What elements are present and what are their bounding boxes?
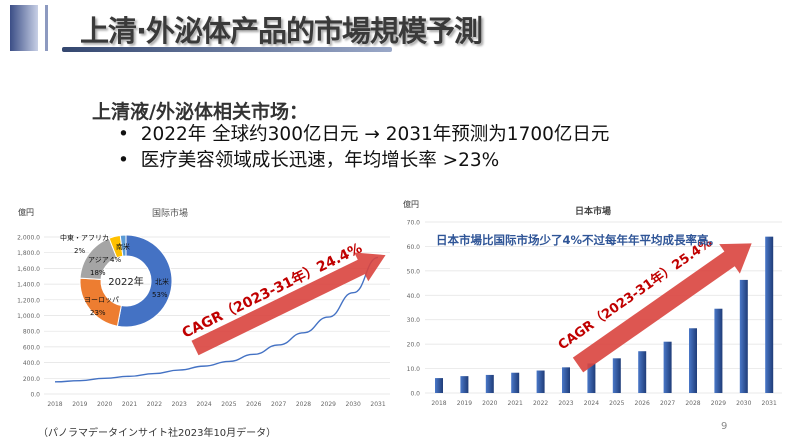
y-tick-label: 400.0 xyxy=(23,360,40,367)
source-note: （パノラマデータインサイト社2023年10月データ） xyxy=(38,428,277,439)
slice-label: ヨーロッパ xyxy=(84,296,119,304)
bar xyxy=(663,341,672,393)
x-tick-label: 2021 xyxy=(508,400,523,407)
series-line xyxy=(54,256,379,383)
y-tick-label: 1,200.0 xyxy=(17,297,40,304)
section-subtitle: 上清液/外泌体相关市场： xyxy=(92,101,308,123)
x-tick-label: 2020 xyxy=(482,400,497,407)
donut-slice xyxy=(119,234,127,257)
donut-center-label: 2022年 xyxy=(108,275,143,288)
chart-title: 国际市場 xyxy=(152,207,188,219)
y-tick-label: 600.0 xyxy=(23,344,40,351)
y-axis-label: 億円 xyxy=(18,207,34,217)
y-tick-label: 60.0 xyxy=(407,244,421,251)
y-axis-label: 億円 xyxy=(403,199,419,209)
slice-label: 南米 xyxy=(116,242,130,251)
arrow-shape xyxy=(191,252,386,356)
title-decoration xyxy=(10,5,38,51)
bar xyxy=(638,351,647,393)
x-tick-label: 2026 xyxy=(635,400,650,407)
x-tick-label: 2025 xyxy=(609,400,624,407)
bullet-1: • 2022年 全球约300亿日元 → 2031年预测为1700亿日元 xyxy=(118,124,610,145)
x-tick-label: 2025 xyxy=(221,401,236,408)
y-tick-label: 30.0 xyxy=(407,317,421,324)
slice-percent: 18% xyxy=(90,269,106,277)
chart-title: 日本市場 xyxy=(575,205,611,217)
bar xyxy=(562,367,570,393)
arrow-shape xyxy=(572,243,752,373)
y-tick-label: 200.0 xyxy=(23,376,40,383)
slice-percent: 2% xyxy=(74,247,85,255)
x-tick-label: 2019 xyxy=(457,400,472,407)
y-tick-label: 50.0 xyxy=(407,268,421,275)
y-tick-label: 10.0 xyxy=(407,366,421,373)
x-tick-label: 2029 xyxy=(711,400,726,407)
y-tick-label: 800.0 xyxy=(23,329,40,336)
x-tick-label: 2030 xyxy=(736,400,751,407)
slice-percent: 4% xyxy=(110,256,121,264)
bullet-1-text: 2022年 全球约300亿日元 → 2031年预测为1700亿日元 xyxy=(140,124,610,145)
slice-percent: 53% xyxy=(152,291,168,299)
x-tick-label: 2030 xyxy=(346,401,361,408)
bar xyxy=(536,370,545,393)
cagr-arrow xyxy=(191,252,386,356)
x-tick-label: 2022 xyxy=(147,401,162,408)
slide-title: 上清·外泌体产品的市場規模予測 xyxy=(80,14,483,48)
bullet-2: • 医疗美容领域成长迅速，年均增长率 >23% xyxy=(118,150,500,171)
cagr-arrow xyxy=(572,243,752,373)
bar xyxy=(714,308,723,393)
x-tick-label: 2019 xyxy=(72,401,87,408)
x-tick-label: 2027 xyxy=(271,401,286,408)
x-tick-label: 2022 xyxy=(533,400,548,407)
cagr-label: CAGR（2023-31年）24.4% xyxy=(179,239,365,341)
x-tick-label: 2021 xyxy=(122,401,137,408)
bar xyxy=(587,363,596,393)
x-tick-label: 2018 xyxy=(431,400,446,407)
bar xyxy=(689,328,697,393)
bar xyxy=(485,374,494,393)
x-tick-label: 2020 xyxy=(97,401,112,408)
x-tick-label: 2029 xyxy=(321,401,336,408)
y-tick-label: 1,400.0 xyxy=(17,282,40,289)
x-tick-label: 2023 xyxy=(172,401,187,408)
donut-slice xyxy=(116,234,173,328)
y-tick-label: 1,600.0 xyxy=(17,266,40,273)
x-tick-label: 2026 xyxy=(246,401,261,408)
x-tick-label: 2028 xyxy=(296,401,311,408)
x-tick-label: 2023 xyxy=(558,400,573,407)
bar xyxy=(460,376,469,393)
y-tick-label: 2,000.0 xyxy=(17,235,40,242)
title-decoration-line xyxy=(45,5,48,51)
x-tick-label: 2024 xyxy=(584,400,599,407)
bar xyxy=(435,378,443,393)
bar xyxy=(739,279,748,393)
title-underline xyxy=(62,47,392,52)
slice-label: 中東・アフリカ xyxy=(60,233,109,242)
x-tick-label: 2024 xyxy=(196,401,211,408)
y-tick-label: 0.0 xyxy=(410,391,420,398)
slice-label: アジア xyxy=(88,256,109,264)
x-tick-label: 2031 xyxy=(370,401,385,408)
slice-label: 北米 xyxy=(155,277,169,286)
page-number: 9 xyxy=(721,421,728,432)
x-tick-label: 2028 xyxy=(685,400,700,407)
x-tick-label: 2018 xyxy=(47,401,62,408)
bar xyxy=(612,358,621,393)
bullet-2-text: 医疗美容领域成长迅速，年均增长率 >23% xyxy=(140,150,500,171)
y-tick-label: 0.0 xyxy=(30,392,40,399)
y-tick-label: 20.0 xyxy=(407,342,421,349)
x-tick-label: 2031 xyxy=(762,400,777,407)
bar xyxy=(511,372,520,393)
y-tick-label: 1,800.0 xyxy=(17,250,40,257)
x-tick-label: 2027 xyxy=(660,400,675,407)
slice-percent: 23% xyxy=(90,309,106,317)
y-tick-label: 70.0 xyxy=(407,220,421,227)
y-tick-label: 40.0 xyxy=(407,293,421,300)
y-tick-label: 1,000.0 xyxy=(17,313,40,320)
bar xyxy=(765,236,774,393)
japan-market-note: 日本市場比国际市场少了4%不过每年年平均成長率高。 xyxy=(436,233,720,247)
